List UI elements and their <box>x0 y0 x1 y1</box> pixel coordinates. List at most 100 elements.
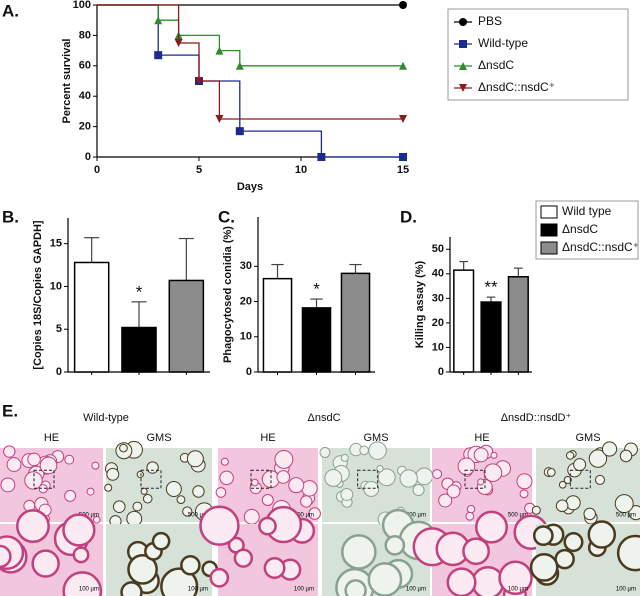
alveolus <box>31 549 60 578</box>
y-tick-label: 40 <box>79 90 91 102</box>
alveolus <box>301 480 318 497</box>
bar <box>340 272 371 373</box>
y-tick-label: 20 <box>79 121 91 133</box>
inset-box <box>357 469 379 489</box>
alveolus <box>516 473 533 490</box>
y-tick-label: 5 <box>56 323 62 335</box>
alveolus <box>498 560 533 596</box>
bar <box>168 279 205 373</box>
legend-swatch <box>540 205 558 219</box>
alveolus <box>587 520 617 549</box>
y-tick-label: 0 <box>56 366 62 378</box>
marker <box>215 115 224 123</box>
stain-label: GMS <box>575 432 600 444</box>
marker <box>235 127 244 136</box>
alveolus <box>483 463 503 482</box>
scale-bar-label: 100 µm <box>79 587 99 593</box>
scale-bar-label: 100 µm <box>406 587 426 593</box>
y-tick-label: 40 <box>432 268 444 280</box>
alveolus <box>446 567 477 596</box>
alveolus <box>565 495 581 511</box>
stain-label: HE <box>260 432 275 444</box>
alveolus <box>565 451 575 460</box>
group-title: Wild-type <box>83 412 129 424</box>
y-axis-label: Phagocytosed conidia (%) <box>222 226 234 363</box>
alveolus <box>132 501 143 512</box>
alveolus <box>412 484 425 497</box>
bar <box>121 326 157 373</box>
alveolus <box>471 565 505 596</box>
alveolus <box>367 562 403 596</box>
alveolus <box>233 548 254 568</box>
scale-bar-label: 100 µm <box>508 587 528 593</box>
alveolus <box>324 469 343 487</box>
survival-line <box>97 4 403 158</box>
y-tick-label: 50 <box>432 243 444 255</box>
alveolus <box>112 500 126 514</box>
alveolus <box>555 499 569 513</box>
y-tick-label: 30 <box>240 260 252 272</box>
scale-bar-label: 500 µm <box>406 513 426 519</box>
x-tick-label: 5 <box>196 164 202 176</box>
bar <box>507 276 529 373</box>
alveolus <box>64 454 75 465</box>
alveolus <box>126 510 143 527</box>
legend-box <box>447 8 629 101</box>
alveolus <box>619 449 633 463</box>
alveolus <box>91 461 100 470</box>
y-tick-label: 15 <box>50 238 62 250</box>
alveolus <box>319 446 331 458</box>
y-tick-label: 10 <box>50 280 62 292</box>
y-tick-label: 0 <box>438 366 444 378</box>
alveolus <box>261 494 274 506</box>
inset-box <box>464 469 486 489</box>
panel-label: E. <box>2 401 18 420</box>
legend-label: Wild type <box>562 204 612 218</box>
alveolus <box>92 515 101 524</box>
alveolus <box>399 469 418 488</box>
survival-line <box>97 4 403 120</box>
alveolus <box>462 537 490 566</box>
alveolus <box>72 546 90 564</box>
alveolus <box>490 451 498 459</box>
alveolus <box>180 554 201 576</box>
alveolus <box>182 506 193 517</box>
legend-label: Wild-type <box>478 36 528 50</box>
bar <box>453 269 475 373</box>
alveolus <box>432 469 443 479</box>
y-tick-label: 10 <box>240 331 252 343</box>
marker <box>154 51 163 60</box>
alveolus <box>136 470 144 479</box>
alveolus <box>288 477 305 494</box>
alveolus <box>308 507 321 520</box>
legend-label: ΔnsdC::nsdC⁺ <box>478 80 555 94</box>
y-axis-label: Killing assay (%) <box>414 260 426 348</box>
alveolus <box>86 487 95 496</box>
alveolus <box>243 508 260 525</box>
marker <box>317 153 326 161</box>
alveolus <box>62 513 96 547</box>
alveolus <box>558 480 567 489</box>
y-tick-label: 80 <box>79 29 91 41</box>
scale-bar-label: 100 µm <box>294 587 314 593</box>
alveolus <box>127 554 158 585</box>
alveolus <box>220 457 229 466</box>
x-tick-label: 10 <box>295 164 307 176</box>
alveolus <box>368 441 387 460</box>
alveolus <box>3 445 16 458</box>
stain-label: HE <box>474 432 489 444</box>
stain-label: HE <box>44 432 59 444</box>
y-tick-label: 0 <box>85 151 91 163</box>
alveolus <box>38 484 48 494</box>
panel-label: B. <box>2 207 19 226</box>
scale-bar-label: 500 µm <box>508 513 528 519</box>
alveolus <box>186 450 204 468</box>
alveolus <box>384 534 406 556</box>
alveolus <box>199 505 240 546</box>
alveolus <box>473 447 489 463</box>
alveolus <box>219 470 234 486</box>
alveolus <box>215 487 227 498</box>
marker <box>459 62 467 70</box>
alveolus <box>531 505 541 515</box>
